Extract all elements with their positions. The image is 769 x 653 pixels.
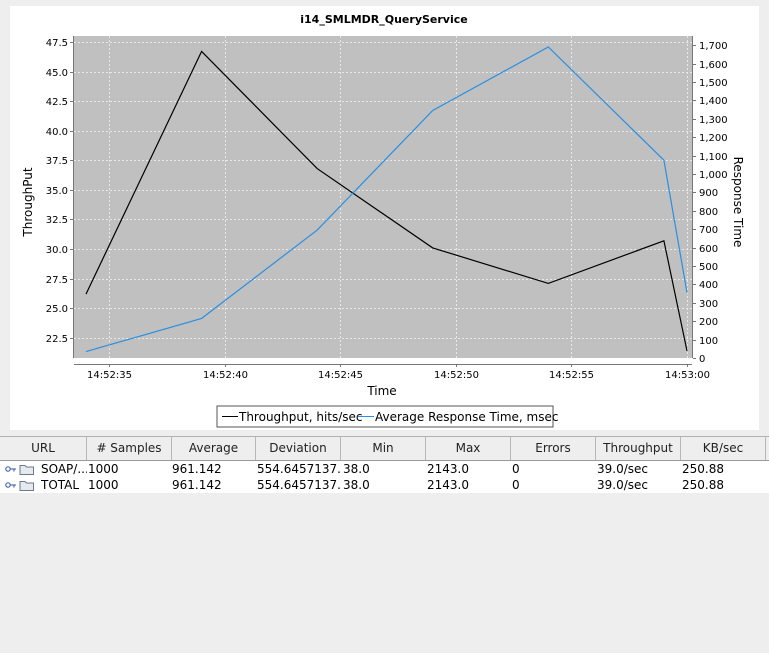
y2-tick-label: 1,500 [699,78,728,89]
table-row[interactable]: TOTAL 1000 961.142 554.6457137... 38.0 2… [0,477,769,493]
cell-errors: 0 [512,477,592,493]
column-header-max[interactable]: Max [426,437,511,460]
cell-throughput: 39.0/sec [597,477,677,493]
y-tick-label: 37.5 [46,156,68,167]
y-tick-label: 22.5 [46,334,68,345]
y2-tick-label: 0 [699,354,705,365]
y2-tick-label: 1,700 [699,41,728,52]
y2-tick-label: 1,300 [699,115,728,126]
y2-tick-label: 300 [699,299,718,310]
y2-tick-label: 900 [699,188,718,199]
y-tick-label: 47.5 [46,38,68,49]
column-header-samples[interactable]: # Samples [87,437,172,460]
y-tick-label: 32.5 [46,215,68,226]
key-folder-icon[interactable] [5,480,35,491]
legend-label-response-time: Average Response Time, msec [375,410,558,424]
y-tick-label: 40.0 [46,127,68,138]
y2-tick-label: 1,000 [699,170,728,181]
y-tick-label: 25.0 [46,304,68,315]
y2-tick-label: 600 [699,244,718,255]
plot-area [74,36,692,358]
y2-axis-title: Response Time [731,157,745,248]
cell-average: 961.142 [172,461,252,477]
cell-kbsec: 250.88 [682,477,762,493]
column-header-average[interactable]: Average [172,437,256,460]
x-tick-label: 14:52:45 [318,370,363,381]
x-tick-label: 14:52:35 [87,370,132,381]
y2-tick-label: 1,100 [699,152,728,163]
column-header-throughput[interactable]: Throughput [596,437,681,460]
cell-kbsec: 250.88 [682,461,762,477]
cell-url: TOTAL [41,477,87,493]
cell-max: 2143.0 [427,461,507,477]
x-tick-label: 14:52:55 [549,370,594,381]
cell-samples: 1000 [88,461,168,477]
x-tick-label: 14:52:50 [434,370,479,381]
y-tick-label: 27.5 [46,275,68,286]
y2-tick-label: 500 [699,262,718,273]
column-header-min[interactable]: Min [341,437,426,460]
cell-throughput: 39.0/sec [597,461,677,477]
column-header-deviation[interactable]: Deviation [256,437,341,460]
column-header-kbsec[interactable]: KB/sec [681,437,766,460]
y-tick-label: 42.5 [46,97,68,108]
y2-tick-label: 800 [699,207,718,218]
y2-tick-label: 1,600 [699,60,728,71]
key-folder-icon[interactable] [5,464,35,475]
table-body: SOAP/... 1000 961.142 554.6457137... 38.… [0,461,769,493]
y-tick-label: 45.0 [46,68,68,79]
y2-tick-label: 1,400 [699,96,728,107]
chart-panel: i14_SMLMDR_QueryService 22.5 25.0 27.5 30.0… [10,6,759,430]
y-tick-label: 35.0 [46,186,68,197]
y-axis-title: ThroughPut [21,167,35,237]
table-row[interactable]: SOAP/... 1000 961.142 554.6457137... 38.… [0,461,769,477]
y2-tick-label: 200 [699,317,718,328]
legend: Throughput, hits/sec Average Response Ti… [217,406,558,427]
cell-min: 38.0 [343,461,423,477]
y2-tick-label: 400 [699,280,718,291]
cell-average: 961.142 [172,477,252,493]
column-header-errors[interactable]: Errors [511,437,596,460]
y2-tick-label: 700 [699,225,718,236]
results-table: URL # Samples Average Deviation Min Max … [0,436,769,653]
cell-deviation: 554.6457137... [257,461,341,477]
y-tick-label: 30.0 [46,245,68,256]
x-tick-label: 14:52:40 [203,370,248,381]
cell-deviation: 554.6457137... [257,477,341,493]
y2-tick-label: 100 [699,336,718,347]
x-tick-label: 14:53:00 [665,370,710,381]
cell-samples: 1000 [88,477,168,493]
table-header: URL # Samples Average Deviation Min Max … [0,437,769,461]
chart-svg: i14_SMLMDR_QueryService 22.5 25.0 27.5 30.0… [10,6,759,430]
x-axis-title: Time [366,384,396,398]
cell-max: 2143.0 [427,477,507,493]
cell-url: SOAP/... [41,461,87,477]
chart-title: i14_SMLMDR_QueryService [300,13,467,26]
cell-errors: 0 [512,461,592,477]
y2-tick-label: 1,200 [699,133,728,144]
cell-min: 38.0 [343,477,423,493]
legend-label-throughput: Throughput, hits/sec [238,410,363,424]
column-header-url[interactable]: URL [0,437,87,460]
